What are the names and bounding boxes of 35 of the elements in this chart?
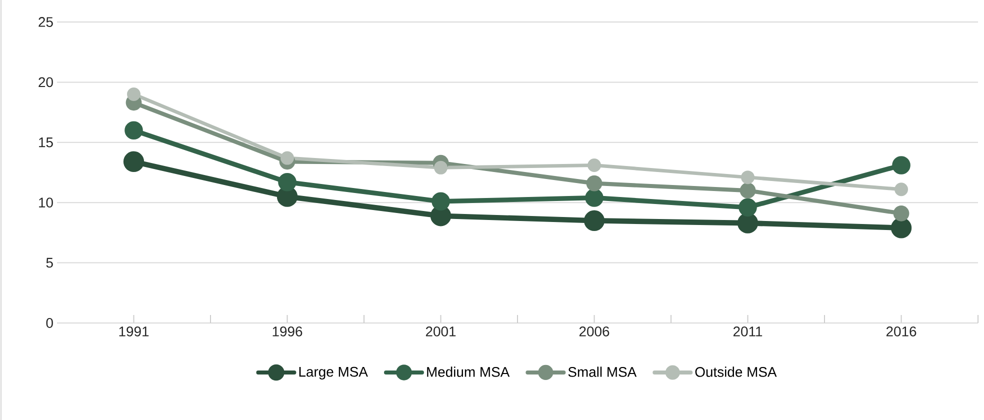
legend-label: Medium MSA [427, 366, 510, 377]
point [123, 151, 144, 172]
y-tick-label: 10 [39, 198, 53, 208]
point [586, 175, 602, 192]
point [588, 158, 602, 172]
point [434, 160, 448, 174]
point [737, 212, 758, 234]
legend-label: Large MSA [299, 366, 368, 380]
point [432, 192, 450, 211]
point [892, 156, 910, 174]
y-tick-label: 5 [46, 258, 53, 268]
point [740, 182, 756, 199]
y-tick-label: 20 [38, 77, 53, 88]
x-tick-label: 2011 [733, 326, 762, 336]
point [280, 151, 294, 165]
point [894, 182, 908, 196]
x-tick-label: 1991 [119, 326, 149, 336]
x-tick-label: 2006 [579, 326, 610, 336]
x-tick-label: 2001 [426, 326, 456, 336]
point [585, 188, 604, 207]
legend-label: Outside MSA [695, 366, 777, 377]
y-tick-label: 0 [46, 318, 53, 328]
x-tick-label: 2016 [886, 326, 916, 336]
y-tick-label: 25 [38, 17, 53, 27]
x-tick-label: 1996 [272, 326, 302, 336]
point [741, 170, 755, 184]
point [124, 121, 143, 140]
legend-label: Small MSA [568, 366, 637, 377]
point [584, 210, 605, 232]
point [738, 198, 757, 217]
point [127, 87, 141, 101]
y-tick-label: 15 [39, 138, 53, 148]
point [890, 218, 912, 238]
point [278, 172, 296, 192]
point [893, 205, 910, 222]
